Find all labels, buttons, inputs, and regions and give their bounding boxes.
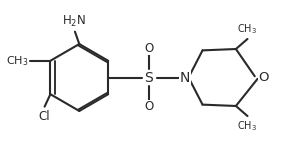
Text: O: O [144,42,154,55]
Text: Cl: Cl [38,110,50,123]
Text: CH$_3$: CH$_3$ [237,22,258,36]
Text: CH$_3$: CH$_3$ [237,119,258,133]
Text: S: S [145,71,153,84]
Text: N: N [180,71,190,84]
Text: O: O [258,71,269,84]
Text: O: O [144,100,154,113]
Text: H$_2$N: H$_2$N [62,13,86,29]
Text: CH$_3$: CH$_3$ [6,54,29,68]
